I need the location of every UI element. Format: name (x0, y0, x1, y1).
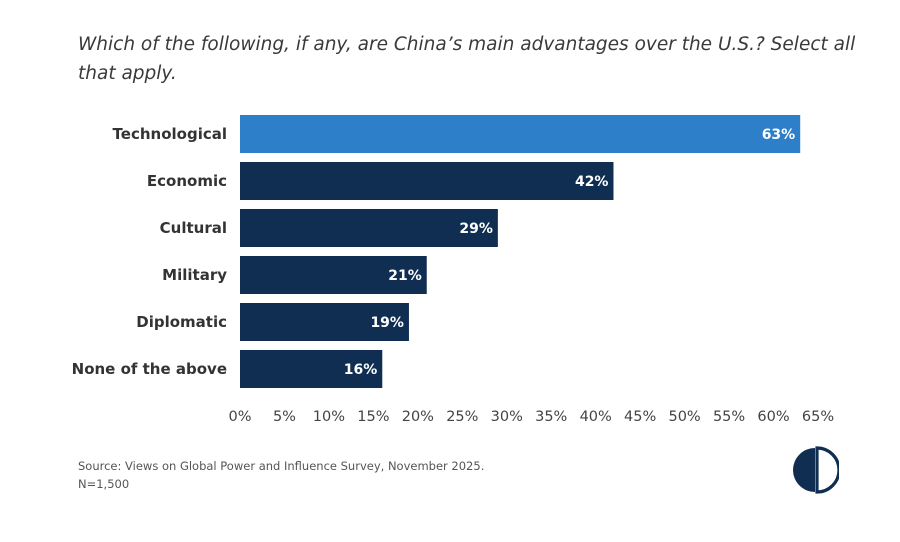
x-tick-label: 50% (668, 409, 700, 425)
value-label: 21% (388, 268, 422, 284)
chart-question: Which of the following, if any, are Chin… (78, 34, 856, 84)
x-tick-label: 30% (491, 409, 523, 425)
x-tick-label: 10% (313, 409, 345, 425)
bars-group (240, 115, 801, 388)
half-circle-logo-icon (793, 446, 839, 494)
x-tick-label: 0% (228, 409, 251, 425)
bar-diplomatic (240, 303, 409, 341)
x-tick-label: 55% (713, 409, 745, 425)
x-tick-label: 25% (446, 409, 478, 425)
x-tick-label: 35% (535, 409, 567, 425)
sample-size: N=1,500 (78, 477, 130, 491)
source-line: Source: Views on Global Power and Influe… (78, 459, 485, 473)
value-label: 42% (575, 174, 609, 190)
x-tick-label: 65% (802, 409, 834, 425)
x-tick-label: 5% (273, 409, 296, 425)
x-tick-label: 20% (402, 409, 434, 425)
bar-economic (240, 162, 614, 200)
x-tick-label: 45% (624, 409, 656, 425)
value-label: 16% (344, 362, 378, 378)
source-note: Source: Views on Global Power and Influe… (78, 457, 484, 493)
x-tick-label: 60% (757, 409, 789, 425)
category-label: Diplomatic (136, 313, 227, 331)
category-label: None of the above (72, 360, 227, 378)
bar-cultural (240, 209, 498, 247)
category-labels-group: Technological Economic Cultural Military Dip… (72, 125, 228, 378)
category-label: Technological (113, 125, 227, 143)
bar-none-of-the-above (240, 350, 383, 388)
value-labels-group: 63% 42% 29% 21% 19% 16% (344, 127, 795, 378)
category-label: Military (162, 266, 227, 284)
value-label: 19% (370, 315, 404, 331)
x-tick-label: 15% (357, 409, 389, 425)
category-label: Cultural (160, 219, 227, 237)
bar-military (240, 256, 427, 294)
value-label: 29% (459, 221, 493, 237)
x-tick-label: 40% (580, 409, 612, 425)
category-label: Economic (147, 172, 227, 190)
bar-technological (240, 115, 801, 153)
x-axis-ticks-group: 0% 5% 10% 15% 20% 25% 30% 35% 40% 45% 50% 55% 60% 65% (228, 409, 834, 425)
value-label: 63% (762, 127, 796, 143)
